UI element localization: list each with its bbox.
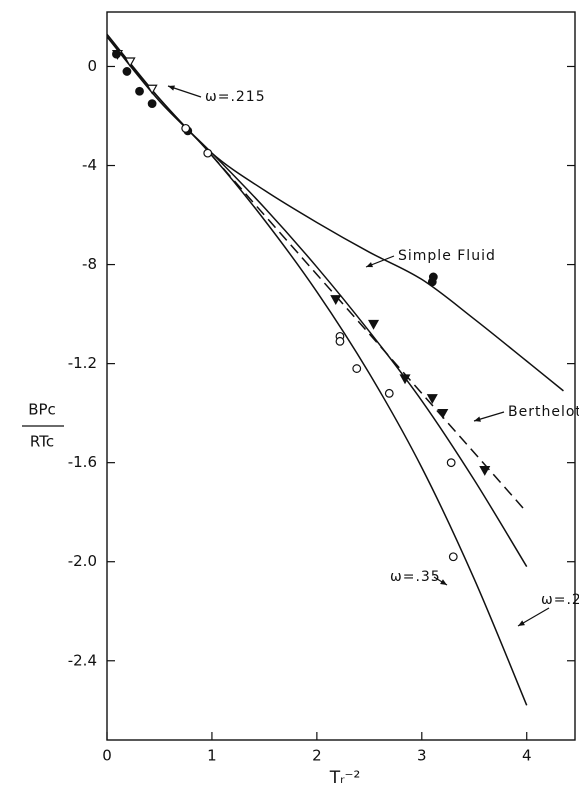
point — [147, 99, 157, 109]
point — [368, 319, 380, 330]
point — [135, 86, 144, 96]
x-tick-label: 1 — [207, 747, 217, 765]
y-tick-label: -1.2 — [68, 354, 97, 372]
point — [399, 374, 411, 385]
curve — [211, 155, 528, 513]
x-tick-label: 3 — [417, 747, 427, 765]
x-tick-label: 0 — [102, 747, 112, 765]
curve-label: ω=.215 — [205, 89, 266, 105]
curve — [106, 33, 528, 706]
x-tick-label: 4 — [522, 747, 532, 765]
y-tick-label: -4 — [82, 156, 97, 174]
curve-label: Simple Fluid — [398, 248, 496, 264]
curve-label: ω=.215 — [541, 592, 579, 608]
arrow-head — [168, 85, 175, 91]
point — [384, 388, 394, 398]
y-tick-label: -8 — [82, 255, 97, 273]
point — [437, 409, 449, 419]
point — [181, 123, 191, 133]
arrow-head — [440, 579, 447, 585]
point — [446, 458, 456, 468]
y-tick-label: 0 — [87, 57, 97, 75]
point — [203, 148, 213, 158]
y-tick-label: -2.4 — [68, 651, 97, 669]
y-tick-label: -1.6 — [68, 453, 97, 471]
plot-frame — [106, 11, 576, 741]
point — [122, 67, 132, 76]
point — [352, 364, 362, 373]
curve — [106, 36, 564, 392]
y-label-numerator: BPc — [28, 401, 56, 419]
point — [428, 272, 438, 282]
point — [426, 394, 438, 405]
x-tick-label: 2 — [312, 747, 322, 765]
point — [146, 84, 158, 95]
arrow-head — [366, 262, 373, 268]
y-tick-label: -2.0 — [68, 552, 97, 570]
point — [479, 465, 491, 476]
curve — [106, 36, 528, 568]
x-label: Tᵣ⁻² — [329, 768, 361, 788]
point — [448, 552, 458, 562]
y-label-denominator: RTc — [30, 433, 54, 451]
arrow-head — [474, 416, 481, 422]
point — [330, 295, 342, 305]
curve-label: ω=.35 — [390, 569, 441, 585]
point — [112, 49, 121, 59]
arrow-head — [518, 620, 525, 626]
curve-label: Berthelot — [508, 404, 579, 420]
point — [124, 57, 136, 68]
point — [335, 336, 345, 346]
